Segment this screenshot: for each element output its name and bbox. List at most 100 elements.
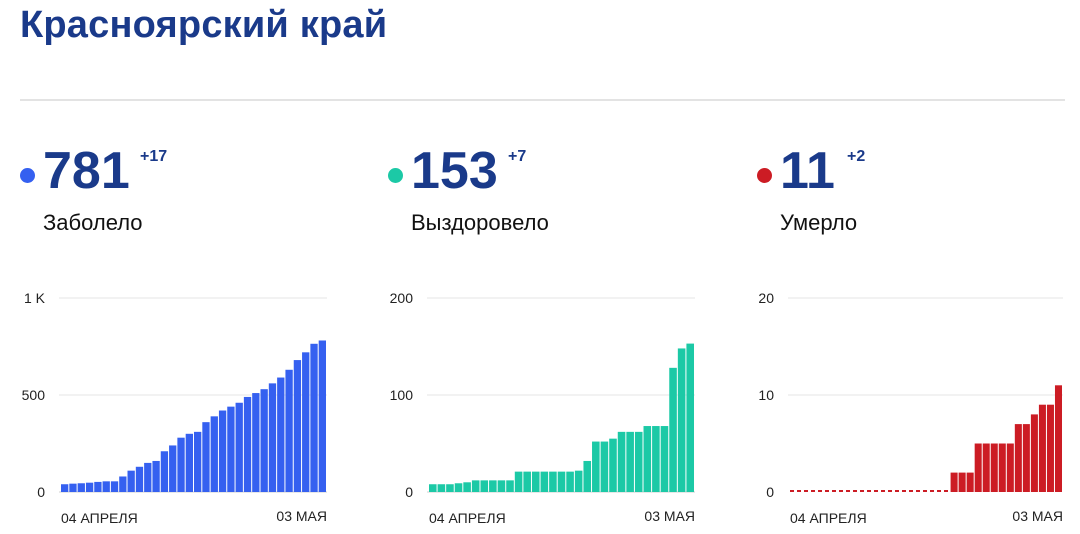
- recovered-bar: [600, 441, 609, 492]
- infected-bar: [85, 482, 94, 492]
- infected-bar: [218, 410, 227, 492]
- deaths-delta: +2: [847, 148, 866, 165]
- recovered-xlabel-end: 03 МАЯ: [644, 508, 695, 524]
- recovered-bar: [634, 431, 643, 492]
- recovered-ytick-label: 0: [405, 484, 413, 500]
- recovered-value: 153: [411, 142, 498, 200]
- recovered-bar: [531, 471, 540, 492]
- deaths-bar: [1022, 424, 1030, 492]
- infected-bar: [94, 481, 102, 492]
- deaths-bar: [958, 472, 966, 492]
- recovered-ytick-label: 100: [390, 387, 414, 403]
- infected-bar: [194, 431, 202, 492]
- infected-bar: [169, 445, 177, 492]
- infected-label: Заболело: [43, 210, 143, 235]
- recovered-bar: [514, 471, 523, 492]
- recovered-bar: [523, 471, 531, 492]
- recovered-delta: +7: [508, 148, 527, 165]
- deaths-bar: [1038, 404, 1046, 492]
- deaths-dot: [757, 168, 772, 183]
- infected-bar: [210, 416, 218, 492]
- infected-xlabel-start: 04 АПРЕЛЯ: [61, 510, 138, 526]
- infected-bar: [268, 383, 277, 492]
- infected-bar: [318, 340, 326, 492]
- deaths-bar: [1054, 385, 1062, 492]
- infected-bar: [277, 377, 285, 492]
- infected-bar: [144, 462, 152, 492]
- recovered-xlabel-start: 04 АПРЕЛЯ: [429, 510, 506, 526]
- recovered-bar: [446, 484, 454, 492]
- infected-xlabel-end: 03 МАЯ: [276, 508, 327, 524]
- chart-deaths-svg: 0 10 20 04 АПРЕЛЯ 03 МАЯ: [758, 290, 1063, 526]
- recovered-bar: [566, 471, 574, 492]
- infected-bar: [243, 396, 252, 492]
- infected-bar: [202, 422, 210, 492]
- recovered-bar: [506, 480, 514, 492]
- recovered-bar: [463, 482, 471, 492]
- infected-ytick-label: 500: [22, 387, 46, 403]
- title-divider: [20, 99, 1065, 101]
- page-title: Красноярский край: [20, 4, 388, 46]
- infected-ytick-label: 1 K: [24, 290, 46, 306]
- infected-bar: [160, 451, 169, 492]
- infected-dot: [20, 168, 35, 183]
- infected-bar: [110, 481, 119, 492]
- infected-bar: [227, 406, 235, 492]
- recovered-bar: [540, 471, 549, 492]
- recovered-bar: [489, 480, 497, 492]
- recovered-bar: [471, 480, 480, 492]
- infected-bar: [119, 476, 127, 492]
- deaths-bar: [1006, 443, 1014, 492]
- infected-bar: [152, 460, 160, 492]
- recovered-bar: [437, 484, 446, 492]
- infected-bar: [285, 369, 293, 492]
- recovered-bar: [686, 343, 694, 492]
- recovered-bar: [497, 480, 506, 492]
- infected-bar: [177, 437, 185, 492]
- infected-ytick-label: 0: [37, 484, 45, 500]
- deaths-value: 11: [780, 142, 835, 200]
- chart-recovered: 0 100 200 04 АПРЕЛЯ 03 МАЯ: [368, 280, 713, 534]
- infected-bar: [260, 389, 268, 492]
- deaths-bar: [950, 472, 958, 492]
- infected-bar: [69, 483, 77, 492]
- infected-bar: [127, 470, 135, 492]
- deaths-bar: [1046, 404, 1054, 492]
- infected-delta: +17: [140, 148, 168, 165]
- infected-bar: [310, 343, 318, 492]
- deaths-bar: [974, 443, 982, 492]
- deaths-label: Умерло: [780, 210, 858, 235]
- deaths-bar: [982, 443, 990, 492]
- infected-bar: [185, 433, 193, 492]
- deaths-bar: [990, 443, 998, 492]
- recovered-label: Выздоровело: [411, 210, 549, 235]
- chart-infected-svg: 0 500 1 K 04 АПРЕЛЯ 03 МАЯ: [22, 290, 327, 526]
- recovered-bar: [549, 471, 557, 492]
- chart-deaths: 0 10 20 04 АПРЕЛЯ 03 МАЯ: [736, 280, 1076, 534]
- recovered-bar: [643, 426, 652, 492]
- recovered-bar: [677, 348, 686, 492]
- deaths-xlabel-start: 04 АПРЕЛЯ: [790, 510, 867, 526]
- infected-bar: [102, 481, 110, 492]
- infected-bar: [61, 484, 69, 492]
- recovered-bar: [617, 431, 626, 492]
- recovered-bar: [592, 441, 600, 492]
- chart-recovered-svg: 0 100 200 04 АПРЕЛЯ 03 МАЯ: [390, 290, 695, 526]
- recovered-bar: [652, 426, 660, 492]
- recovered-bar: [609, 438, 617, 492]
- recovered-bar: [454, 483, 463, 492]
- deaths-ytick-label: 0: [766, 484, 774, 500]
- deaths-ytick-label: 20: [758, 290, 774, 306]
- recovered-ytick-label: 200: [390, 290, 414, 306]
- deaths-bar: [1014, 424, 1022, 492]
- recovered-bar: [660, 426, 669, 492]
- deaths-xlabel-end: 03 МАЯ: [1012, 508, 1063, 524]
- deaths-bar: [1030, 414, 1038, 492]
- recovered-bar: [480, 480, 489, 492]
- infected-bar: [252, 393, 260, 492]
- chart-infected: 0 500 1 K 04 АПРЕЛЯ 03 МАЯ: [0, 280, 345, 534]
- recovered-bar: [626, 431, 634, 492]
- deaths-ytick-label: 10: [758, 387, 774, 403]
- recovered-bar: [429, 484, 437, 492]
- infected-bar: [77, 483, 85, 492]
